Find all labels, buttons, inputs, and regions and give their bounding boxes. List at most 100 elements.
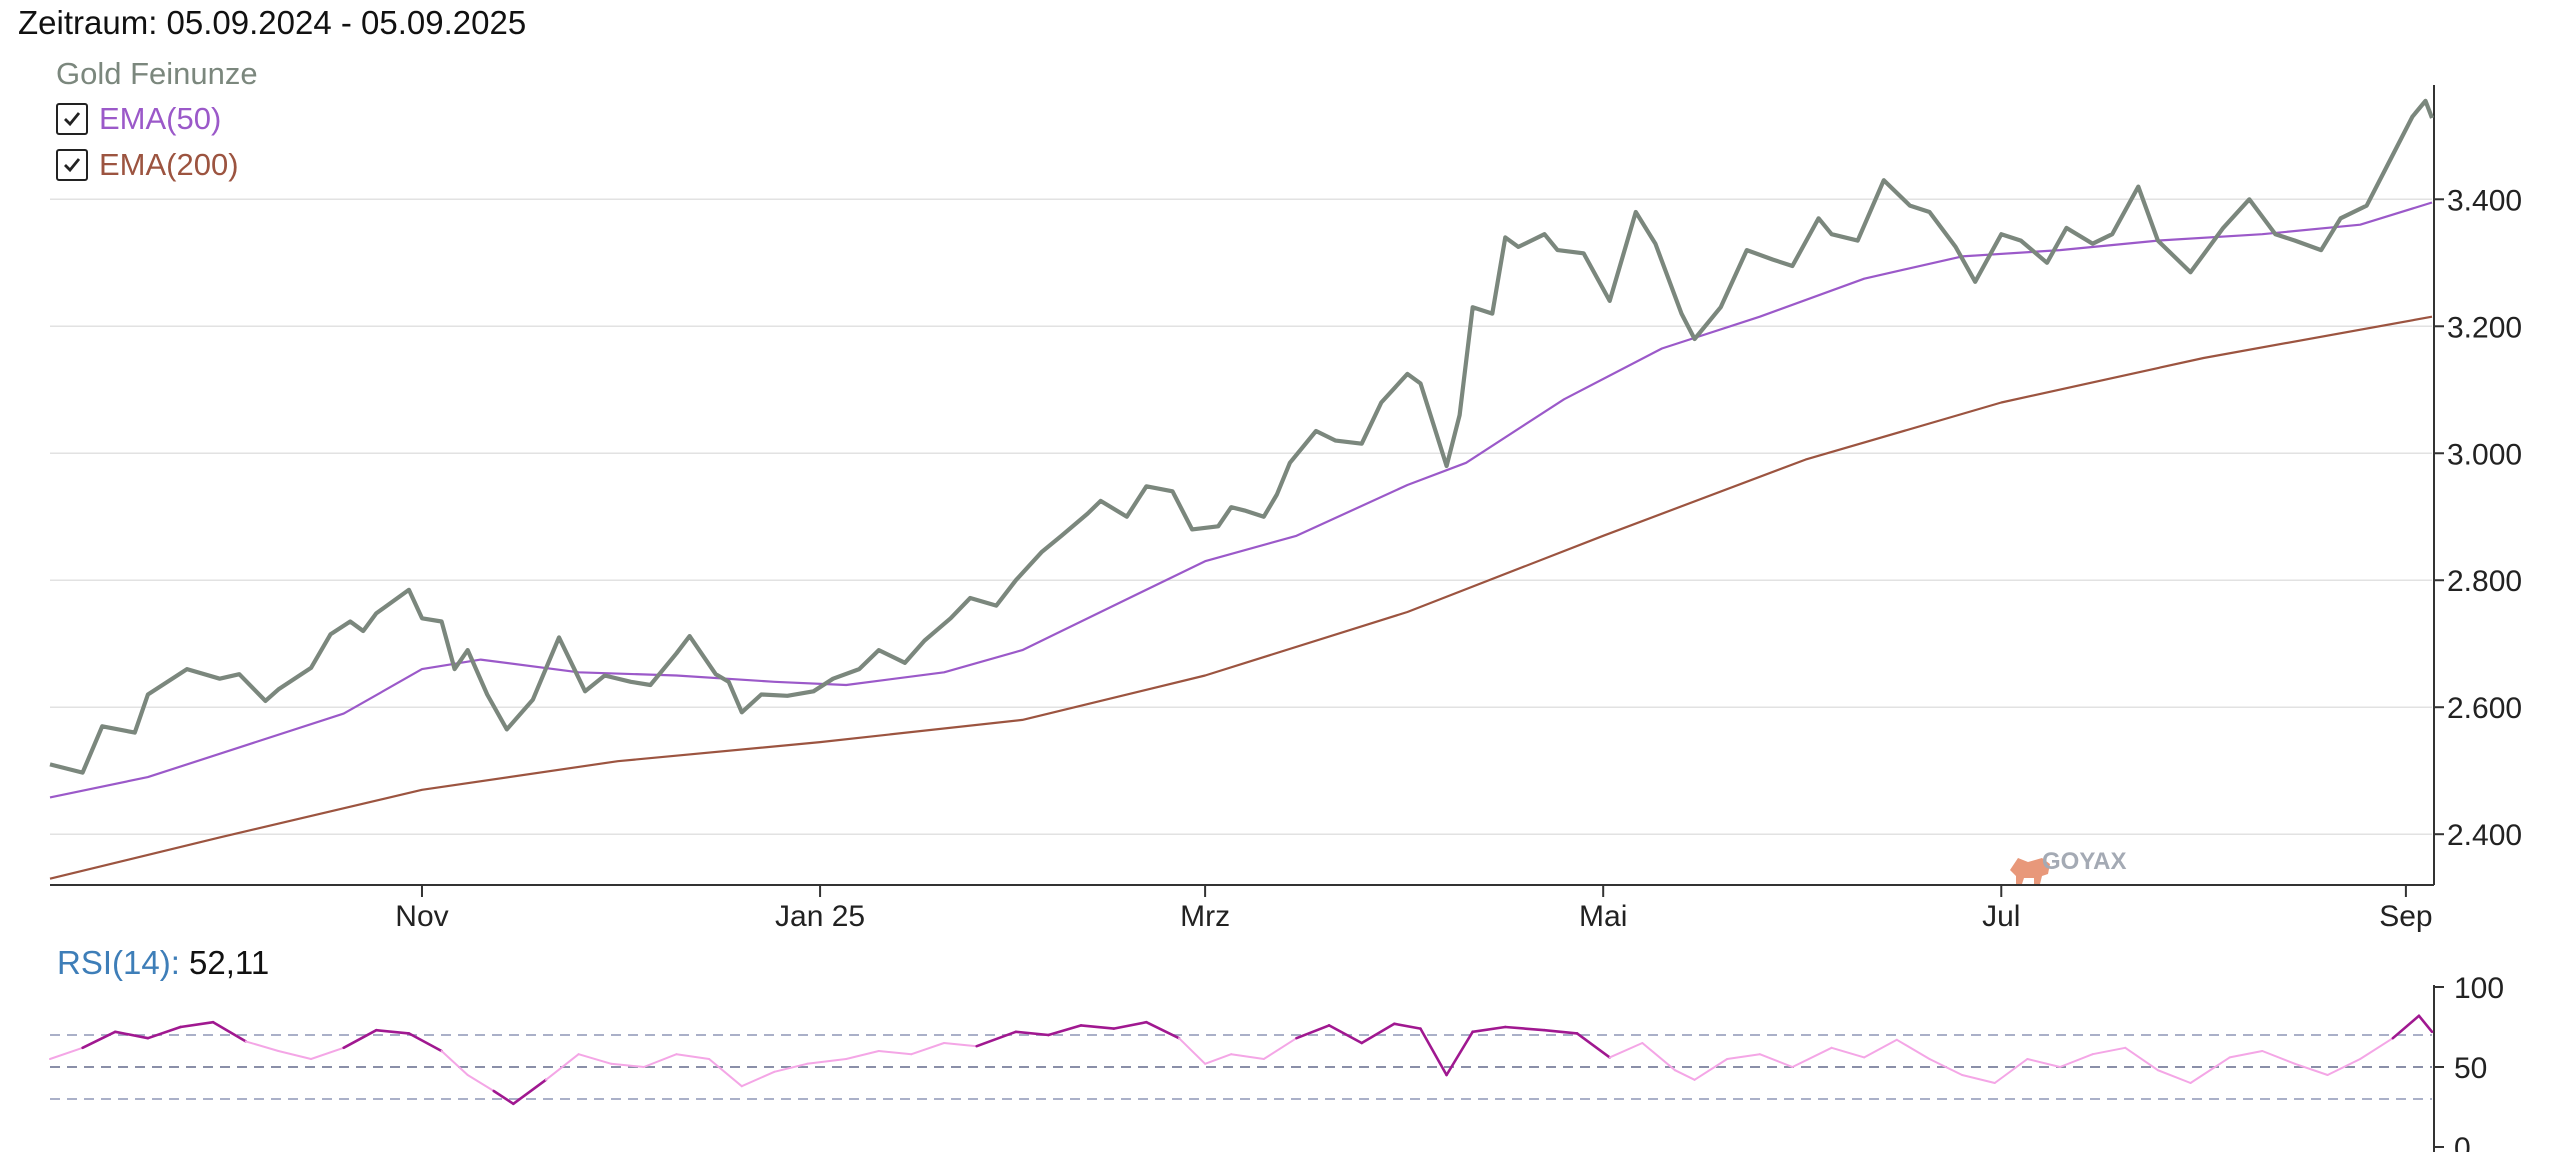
rsi-line-segment <box>1673 1069 1696 1081</box>
rsi-line-segment <box>1079 1024 1116 1030</box>
rsi-line-segment <box>806 1058 848 1065</box>
period-label: Zeitraum: 05.09.2024 - 05.09.2025 <box>18 4 527 41</box>
ema50-checkbox[interactable] <box>56 103 88 135</box>
watermark-text: GOYAX <box>2042 848 2126 875</box>
rsi-line-segment <box>1047 1024 1083 1037</box>
rsi-line-segment <box>1504 1025 1546 1032</box>
rsi-line-segment <box>1327 1024 1364 1045</box>
legend-item-ema50[interactable]: EMA(50) <box>56 96 258 142</box>
rsi-value: 52,11 <box>189 944 270 981</box>
y-tick-label: 2.800 <box>2447 565 2522 598</box>
rsi-line-segment <box>975 1030 1018 1048</box>
rsi-line-segment <box>642 1053 678 1068</box>
bull-icon <box>2010 858 2050 884</box>
rsi-line-segment <box>1393 1022 1422 1030</box>
rsi-line-segment <box>708 1058 743 1088</box>
rsi-separator: : <box>170 944 180 981</box>
rsi-line-segment <box>943 1042 978 1048</box>
rsi-line-segment <box>1295 1024 1331 1040</box>
rsi-line-segment <box>2326 1058 2362 1076</box>
rsi-line-segment <box>845 1050 880 1060</box>
y-tick-label: 2.600 <box>2447 692 2522 725</box>
rsi-line-segment <box>1863 1038 1898 1059</box>
rsi-line-segment <box>675 1053 711 1060</box>
rsi-line-segment <box>113 1030 150 1040</box>
legend-item-ema200[interactable]: EMA(200) <box>56 142 258 188</box>
rsi-y-tick-label: 100 <box>2454 972 2504 1005</box>
rsi-line-segment <box>2391 1014 2421 1040</box>
rsi-line-segment <box>2189 1056 2231 1084</box>
rsi-line-segment <box>1112 1020 1148 1030</box>
rsi-line-segment <box>440 1050 469 1076</box>
rsi-line-segment <box>1543 1028 1579 1035</box>
rsi-line-segment <box>1014 1030 1050 1037</box>
rsi-line-segment <box>1758 1053 1794 1068</box>
ema200-line <box>49 315 2433 880</box>
rsi-line-segment <box>877 1050 913 1056</box>
legend-label-ema200: EMA(200) <box>99 147 239 182</box>
rsi-line-segment <box>1830 1046 1866 1059</box>
rsi-line-segment <box>1895 1038 1931 1060</box>
ema50-line <box>49 201 2433 799</box>
rsi-line-segment <box>1961 1074 1996 1084</box>
rsi-line-segment <box>544 1053 580 1081</box>
rsi-line-segment <box>2417 1014 2434 1034</box>
rsi-line-segment <box>1262 1037 1298 1060</box>
x-tick-label: Jan 25 <box>775 900 865 933</box>
rsi-line-segment <box>1791 1046 1833 1068</box>
rsi-line-segment <box>910 1042 946 1056</box>
x-tick-label: Mai <box>1579 900 1627 933</box>
rsi-line-segment <box>1471 1025 1507 1034</box>
rsi-line-segment <box>310 1046 345 1060</box>
rsi-label: RSI(14) <box>57 944 171 981</box>
rsi-line-segment <box>277 1050 313 1060</box>
rsi-line-segment <box>211 1020 248 1043</box>
rsi-line-segment <box>466 1074 495 1092</box>
rsi-line-segment <box>244 1040 280 1052</box>
y-tick-label: 3.000 <box>2447 438 2522 471</box>
rsi-line-segment <box>773 1062 809 1073</box>
rsi-line-segment <box>1928 1058 1964 1076</box>
rsi-line-segment <box>2124 1046 2159 1072</box>
rsi-line-segment <box>1145 1020 1181 1040</box>
rsi-line-segment <box>1641 1042 1676 1072</box>
y-tick-label: 3.200 <box>2447 311 2522 344</box>
rsi-y-tick-label: 0 <box>2454 1132 2471 1152</box>
rsi-line-segment <box>1178 1037 1207 1065</box>
rsi-line-segment <box>740 1070 776 1088</box>
y-tick-label: 2.400 <box>2447 819 2522 852</box>
rsi-line-segment <box>1204 1053 1233 1065</box>
legend: Gold Feinunze EMA(50) EMA(200) <box>56 52 258 188</box>
rsi-line-segment <box>2156 1069 2192 1084</box>
rsi-line-segment <box>179 1020 215 1029</box>
watermark: GOYAX <box>2010 848 2126 884</box>
ema200-checkbox[interactable] <box>56 149 88 181</box>
rsi-line-segment <box>610 1062 645 1068</box>
rsi-line-segment <box>1419 1027 1448 1077</box>
rsi-line-segment <box>512 1078 548 1106</box>
x-tick-label: Jul <box>1982 900 2020 933</box>
rsi-line-segment <box>2228 1050 2264 1059</box>
x-tick-label: Mrz <box>1180 900 1230 933</box>
rsi-line-segment <box>1726 1053 1761 1060</box>
legend-instrument-label: Gold Feinunze <box>56 56 258 91</box>
rsi-line-segment <box>492 1089 515 1106</box>
rsi-line-segment <box>375 1028 411 1035</box>
legend-label-ema50: EMA(50) <box>99 101 222 136</box>
rsi-line-segment <box>2359 1037 2394 1060</box>
price-line <box>49 98 2434 775</box>
x-tick-label: Sep <box>2379 900 2432 933</box>
rsi-line-segment <box>1360 1022 1396 1045</box>
rsi-line-segment <box>1575 1032 1612 1059</box>
rsi-line-segment <box>49 1046 84 1060</box>
rsi-line-segment <box>81 1030 117 1050</box>
rsi-line-segment <box>342 1028 378 1050</box>
rsi-title: RSI(14): 52,11 <box>57 944 269 982</box>
y-tick-label: 3.400 <box>2447 184 2522 217</box>
rsi-line-segment <box>2026 1058 2062 1068</box>
rsi-line-segment <box>577 1053 613 1065</box>
rsi-line-segment <box>1993 1058 2029 1084</box>
rsi-line-segment <box>2091 1046 2127 1056</box>
rsi-line-segment <box>146 1025 182 1040</box>
